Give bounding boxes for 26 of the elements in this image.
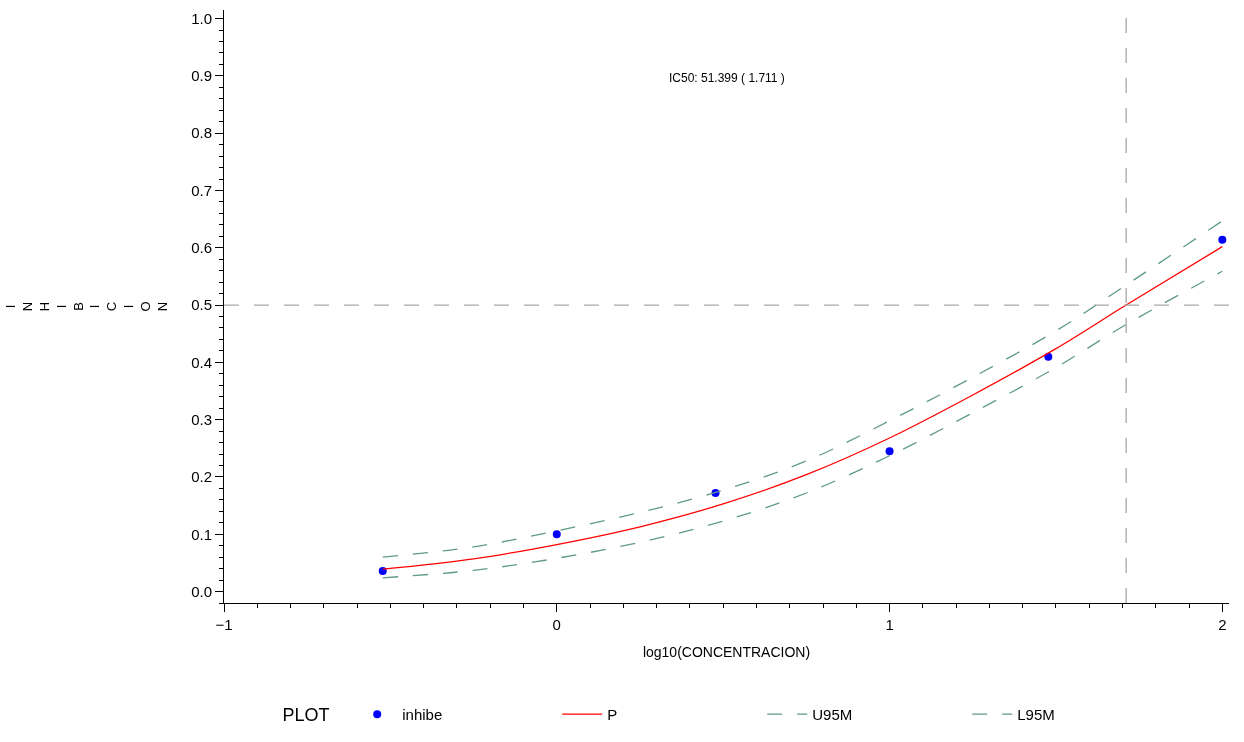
y-tick-label: 0.4: [191, 353, 212, 371]
x-tick-label: 1: [885, 616, 894, 633]
legend-label: L95M: [1017, 705, 1055, 723]
legend-label: inhibe: [402, 705, 443, 723]
y-tick-label: 0.7: [191, 181, 212, 199]
x-tick-label: −1: [215, 616, 233, 633]
text: INHIBICION: [2, 301, 171, 312]
annotation: IC50: 51.399 ( 1.711 ): [669, 71, 785, 85]
y-tick-label: 0.1: [191, 525, 212, 543]
y-tick-label: 1.0: [191, 9, 212, 27]
x-tick-label: 2: [1218, 616, 1227, 633]
legend-title: PLOT: [282, 705, 345, 726]
point: [552, 530, 561, 539]
y-tick-label: 0.8: [191, 124, 212, 142]
legend-label: P: [607, 705, 618, 723]
y-tick-label: 0.3: [191, 410, 212, 428]
y-tick-label: 0.6: [191, 239, 212, 257]
point: [1218, 235, 1227, 244]
x-tick-label: 0: [552, 616, 561, 633]
y-tick-label: 0.0: [191, 582, 212, 600]
x-axis-title: log10(CONCENTRACION): [642, 644, 811, 661]
y-tick-label: 0.9: [191, 67, 212, 85]
legend-label: U95M: [812, 705, 853, 723]
y-tick-label: 0.5: [191, 296, 212, 314]
point: [885, 447, 894, 456]
y-tick-label: 0.2: [191, 468, 212, 486]
